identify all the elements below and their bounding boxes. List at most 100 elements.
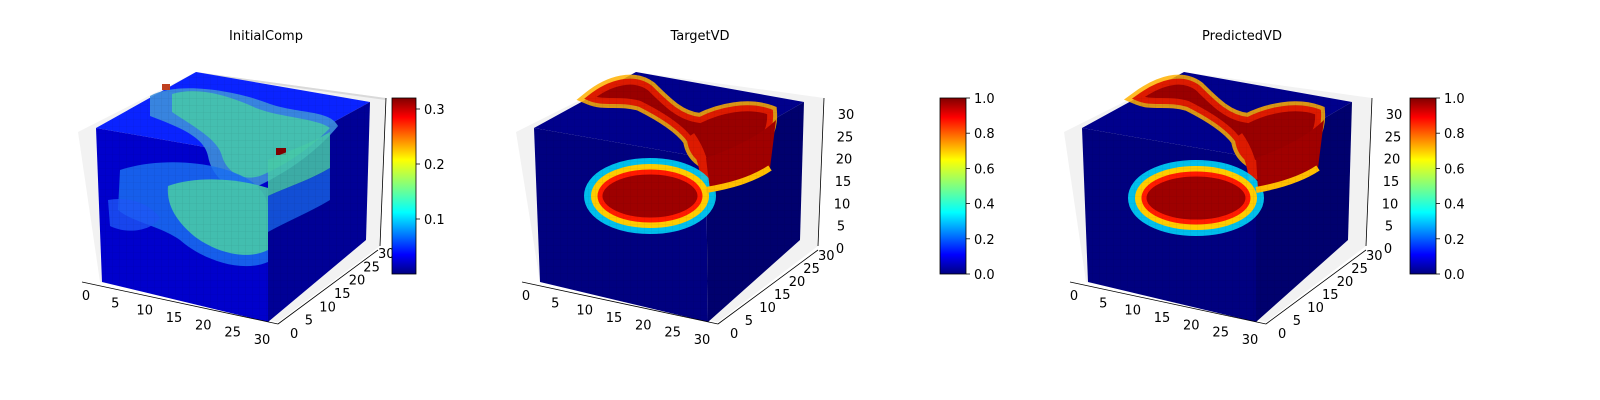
z-tick-label: 15 — [1383, 175, 1400, 190]
axis-lines — [521, 97, 825, 325]
y-tick-label: 5 — [305, 314, 313, 329]
x-tick-label: 20 — [1183, 318, 1200, 333]
y-tick-label: 15 — [1322, 288, 1339, 303]
y-tick-label: 10 — [319, 300, 336, 315]
z-tick-label: 25 — [837, 130, 854, 145]
voxel-cube — [96, 72, 370, 322]
x-tick-label: 20 — [635, 318, 652, 333]
x-tick-label: 5 — [111, 296, 119, 311]
y-tick-label: 30 — [378, 247, 395, 262]
y-tick-label: 15 — [334, 287, 351, 302]
colorbar-tick-label: 0.4 — [974, 198, 995, 213]
x-tick-label: 30 — [254, 333, 271, 348]
x-tick-label: 30 — [1242, 333, 1259, 348]
colorbar-tick-label: 0.0 — [1444, 268, 1465, 283]
y-tick-label: 25 — [1351, 262, 1368, 277]
x-tick-label: 25 — [664, 326, 681, 341]
chart-title: TargetVD — [669, 29, 729, 44]
y-tick-label: 15 — [774, 288, 791, 303]
chart-title: PredictedVD — [1202, 29, 1282, 44]
x-tick-label: 5 — [1099, 296, 1107, 311]
colorbar-tick-label: 0.4 — [1444, 198, 1465, 213]
axis-lines — [1069, 97, 1373, 325]
x-tick-label: 10 — [576, 304, 593, 319]
colorbar-gradient — [1409, 97, 1437, 275]
colorbar-ticks: 0.0 0.2 0.4 0.6 0.8 1.0 — [1436, 92, 1465, 283]
x-tick-label: 25 — [1212, 326, 1229, 341]
x-tick-label: 0 — [522, 289, 530, 304]
colorbar-ticks: 0.1 0.2 0.3 — [416, 103, 445, 228]
y-tick-label: 30 — [818, 249, 835, 264]
colorbar-tick-label: 0.6 — [1444, 162, 1465, 177]
colorbar-gradient — [391, 97, 417, 275]
panel-initialcomp: InitialComp — [78, 29, 445, 348]
x-tick-label: 25 — [224, 326, 241, 341]
colorbar-tick-label: 0.2 — [1444, 233, 1465, 248]
voxel-cube — [1082, 72, 1352, 322]
z-tick-label: 20 — [1384, 153, 1401, 168]
colorbar: 0.1 0.2 0.3 — [391, 97, 445, 275]
x-tick-label: 15 — [1154, 311, 1171, 326]
y-tick-label: 25 — [363, 260, 380, 275]
x-tick-label: 0 — [82, 289, 90, 304]
x-tick-label: 5 — [551, 296, 559, 311]
y-tick-label: 10 — [1307, 301, 1324, 316]
y-tick-label: 5 — [1293, 314, 1301, 329]
x-tick-label: 15 — [166, 311, 183, 326]
z-tick-label: 0 — [1384, 242, 1392, 257]
z-tick-label: 0 — [836, 242, 844, 257]
y-tick-label: 0 — [290, 327, 298, 342]
x-tick-label: 10 — [1124, 304, 1141, 319]
z-tick-label: 10 — [834, 197, 851, 212]
colorbar: 0.0 0.2 0.4 0.6 0.8 1.0 — [1409, 92, 1465, 283]
x-tick-label: 10 — [136, 304, 153, 319]
colorbar-tick-label: 0.2 — [424, 158, 445, 173]
y-tick-label: 30 — [1366, 249, 1383, 264]
colorbar-tick-label: 0.2 — [974, 233, 995, 248]
y-tick-label: 10 — [759, 301, 776, 316]
colorbar-tick-label: 0.0 — [974, 268, 995, 283]
x-tick-label: 30 — [694, 333, 711, 348]
y-tick-label: 0 — [730, 327, 738, 342]
colorbar-tick-label: 0.1 — [424, 213, 445, 228]
panel-predictedvd: PredictedVD 0 5 10 15 20 25 30 051 — [1064, 29, 1465, 348]
y-tick-label: 25 — [803, 262, 820, 277]
colorbar-ticks: 0.0 0.2 0.4 0.6 0.8 1.0 — [966, 92, 995, 283]
z-axis-ticks: 0 5 10 15 20 25 30 — [834, 108, 855, 257]
y-tick-label: 20 — [349, 274, 366, 289]
y-tick-label: 5 — [745, 314, 753, 329]
colorbar-tick-label: 0.6 — [974, 162, 995, 177]
x-tick-label: 20 — [195, 318, 212, 333]
colorbar: 0.0 0.2 0.4 0.6 0.8 1.0 — [939, 92, 995, 283]
z-tick-label: 5 — [1385, 220, 1393, 235]
chart-title: InitialComp — [229, 29, 303, 44]
colorbar-gradient — [939, 97, 967, 275]
z-tick-label: 10 — [1382, 197, 1399, 212]
x-tick-label: 15 — [606, 311, 623, 326]
y-tick-label: 0 — [1278, 327, 1286, 342]
z-tick-label: 30 — [838, 108, 855, 123]
voxel-cube — [534, 72, 804, 322]
z-tick-label: 15 — [835, 175, 852, 190]
x-tick-label: 0 — [1070, 289, 1078, 304]
x-axis-ticks: 0 5 10 15 20 25 30 — [1070, 289, 1258, 348]
y-tick-label: 20 — [789, 275, 806, 290]
z-tick-label: 30 — [1386, 108, 1403, 123]
axis-lines — [81, 97, 387, 325]
colorbar-tick-label: 1.0 — [974, 92, 995, 107]
z-tick-label: 5 — [837, 220, 845, 235]
y-tick-label: 20 — [1337, 275, 1354, 290]
z-axis-ticks: 0 5 10 15 20 25 30 — [1382, 108, 1403, 257]
z-tick-label: 20 — [836, 153, 853, 168]
x-axis-ticks: 0 5 10 15 20 25 30 — [522, 289, 710, 348]
colorbar-tick-label: 0.3 — [424, 103, 445, 118]
colorbar-tick-label: 0.8 — [974, 127, 995, 142]
x-axis-ticks: 0 5 10 15 20 25 30 — [82, 289, 270, 348]
colorbar-tick-label: 0.8 — [1444, 127, 1465, 142]
colorbar-tick-label: 1.0 — [1444, 92, 1465, 107]
